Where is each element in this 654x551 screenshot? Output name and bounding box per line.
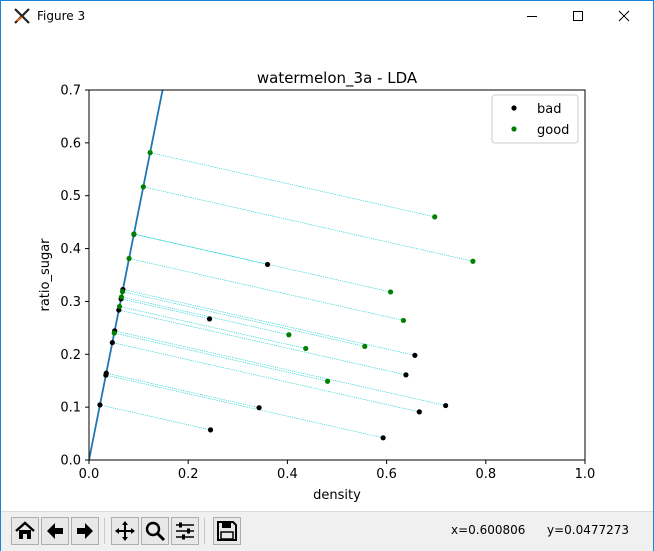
figure-canvas[interactable]: 0.0 0.2 0.4 0.6 0.8 1.0 0.0 0.1 0.2 0.3 0.4 0.5 0.6… [1,31,653,511]
y-axis-label: ratio_sugar [38,238,53,312]
projection-line [122,291,365,347]
title-bar: Figure 3 [1,1,653,31]
projection-line [118,309,407,376]
y-tick-label: 0.5 [60,189,81,204]
projected-point-good [126,255,132,262]
save-icon [217,521,237,541]
home-button[interactable] [11,517,39,545]
zoom-icon [145,521,166,542]
data-point-bad [264,261,271,268]
maximize-button[interactable] [555,1,601,31]
projection-line [122,289,415,356]
minimize-button[interactable] [509,1,555,31]
projected-point-good [118,294,125,300]
close-icon [618,10,630,22]
minimize-icon [527,16,537,17]
legend-marker-good [511,126,517,132]
cursor-x-readout: x=0.600806 [451,523,526,537]
x-tick-label: 1.0 [575,467,596,482]
projection-line [119,306,306,349]
projected-point-good [111,330,117,336]
back-arrow-icon [47,523,63,539]
data-point-bad [256,405,262,411]
legend-label-good: good [537,123,569,138]
x-tick-label: 0.6 [376,467,397,482]
data-point-bad [412,352,418,358]
x-tick-label: 0.2 [178,467,199,482]
y-tick-label: 0.6 [60,136,81,151]
forward-arrow-icon [77,523,93,539]
x-tick-label: 0.8 [475,467,496,482]
projection-line [105,374,384,439]
data-point-bad [206,316,213,322]
projection-line [150,152,435,218]
projected-point-bad [97,402,103,408]
data-point-good [286,332,292,338]
cursor-y-readout: y=0.0477273 [547,523,630,537]
y-tick-label: 0.1 [60,401,81,416]
projection-line [128,258,404,321]
axes-frame [88,89,586,461]
projected-point-good [119,289,126,295]
forward-button[interactable] [71,517,99,545]
pan-icon [115,521,135,541]
zoom-button[interactable] [141,517,169,545]
data-point-good [303,345,309,352]
toolbar-separator [204,518,205,544]
data-point-good [470,258,476,264]
y-tick-label: 0.4 [60,242,81,257]
projected-point-good [116,303,123,310]
projection-line [143,186,473,262]
legend: bad good [491,94,579,144]
app-icon [14,8,30,24]
lda-projection-line [89,90,164,460]
back-button[interactable] [41,517,69,545]
configure-subplots-icon [176,522,194,540]
data-point-bad [416,409,422,415]
projected-point-bad [109,339,115,346]
projected-point-good [147,150,153,156]
projection-line [114,330,446,406]
pan-button[interactable] [111,517,139,545]
y-tick-label: 0.7 [60,84,81,99]
projected-point-bad [103,372,109,378]
chart-title: watermelon_3a - LDA [257,69,418,88]
y-tick-label: 0.2 [60,348,81,363]
projected-point-good [140,184,146,190]
x-tick-label: 0.0 [79,467,100,482]
data-point-bad [380,435,386,441]
projection-line [120,298,210,320]
chart-svg: 0.0 0.2 0.4 0.6 0.8 1.0 0.0 0.1 0.2 0.3 0.4 0.5 0.6… [38,69,596,503]
data-point-good [432,214,438,220]
close-button[interactable] [601,1,647,31]
navigation-toolbar: x=0.600806 y=0.0477273 [1,511,653,551]
home-icon [15,521,35,539]
data-point-good [324,378,331,384]
x-axis-label: density [313,488,361,503]
data-point-good [387,289,394,295]
projection-line [114,332,328,382]
data-point-good [362,343,368,349]
legend-marker-bad [511,105,517,111]
data-point-bad [403,372,409,378]
y-tick-label: 0.0 [60,454,81,469]
legend-label-bad: bad [537,102,561,117]
save-button[interactable] [213,517,241,545]
projection-line [106,372,260,408]
y-tick-label: 0.3 [60,295,81,310]
configure-subplots-button[interactable] [171,517,199,545]
projection-line [121,296,289,336]
x-tick-label: 0.4 [277,467,298,482]
data-point-bad [443,402,449,409]
data-point-bad [207,427,214,433]
projected-point-good [131,231,137,237]
maximize-icon [573,11,583,21]
projection-line [99,404,211,431]
projection-line [112,342,420,413]
window-title: Figure 3 [37,9,86,23]
data-point-good [400,317,407,324]
toolbar-separator [104,518,105,544]
